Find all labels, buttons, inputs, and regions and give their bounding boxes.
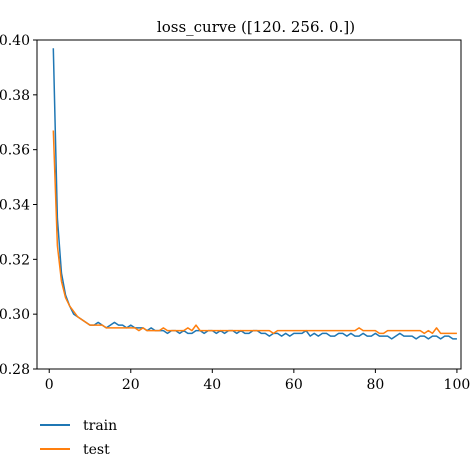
x-tick-label: 60 bbox=[285, 377, 303, 393]
y-tick-label: 0.36 bbox=[0, 143, 30, 159]
x-tick-label: 100 bbox=[444, 377, 471, 393]
y-tick-label: 0.34 bbox=[0, 198, 30, 214]
series-line-train bbox=[52, 48, 457, 340]
legend-label-test: test bbox=[83, 442, 110, 458]
series-lines bbox=[52, 48, 457, 340]
legend: train test bbox=[40, 418, 117, 458]
y-tick-label: 0.30 bbox=[0, 307, 30, 323]
y-tick-label: 0.40 bbox=[0, 33, 30, 49]
y-tick-label: 0.28 bbox=[0, 362, 30, 378]
chart-title: loss_curve ([120. 256. 0.]) bbox=[157, 18, 355, 36]
y-tick-label: 0.38 bbox=[0, 88, 30, 104]
x-axis: 0 20 40 60 80 100 bbox=[45, 369, 471, 393]
series-line-test bbox=[52, 130, 457, 335]
y-axis: 0.28 0.30 0.32 0.34 0.36 0.38 0.40 bbox=[0, 33, 37, 378]
x-tick-label: 20 bbox=[122, 377, 140, 393]
y-tick-label: 0.32 bbox=[0, 252, 30, 268]
x-tick-label: 40 bbox=[203, 377, 221, 393]
x-tick-label: 0 bbox=[45, 377, 54, 393]
legend-label-train: train bbox=[83, 418, 117, 434]
plot-frame bbox=[36, 39, 462, 370]
x-tick-label: 80 bbox=[366, 377, 384, 393]
